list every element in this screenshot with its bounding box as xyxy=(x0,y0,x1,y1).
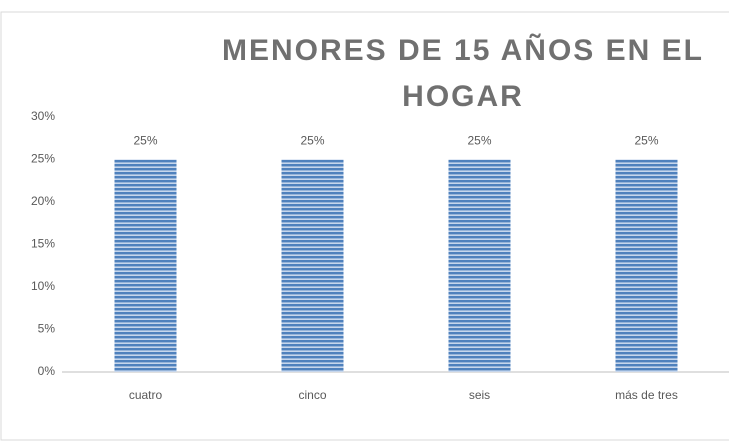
y-tick-label: 20% xyxy=(31,194,55,208)
x-tick-label: cinco xyxy=(298,388,326,402)
bar xyxy=(281,159,344,372)
bar xyxy=(114,159,177,372)
data-label: 25% xyxy=(467,134,491,148)
y-tick-label: 10% xyxy=(31,279,55,293)
data-label: 25% xyxy=(300,134,324,148)
chart-title: MENORES DE 15 AÑOS EN EL HOGAR xyxy=(222,34,704,113)
y-tick-label: 30% xyxy=(31,109,55,123)
data-label: 25% xyxy=(133,134,157,148)
x-tick-label: cuatro xyxy=(129,388,163,402)
y-tick-label: 25% xyxy=(31,152,55,166)
bar xyxy=(615,159,678,372)
x-tick-label: seis xyxy=(469,388,490,402)
x-tick-label: más de tres xyxy=(615,388,678,402)
chart-border xyxy=(0,11,729,441)
y-tick-label: 15% xyxy=(31,237,55,251)
bar xyxy=(448,159,511,372)
data-label: 25% xyxy=(634,134,658,148)
y-tick-label: 0% xyxy=(38,364,56,378)
y-tick-label: 5% xyxy=(38,322,56,336)
